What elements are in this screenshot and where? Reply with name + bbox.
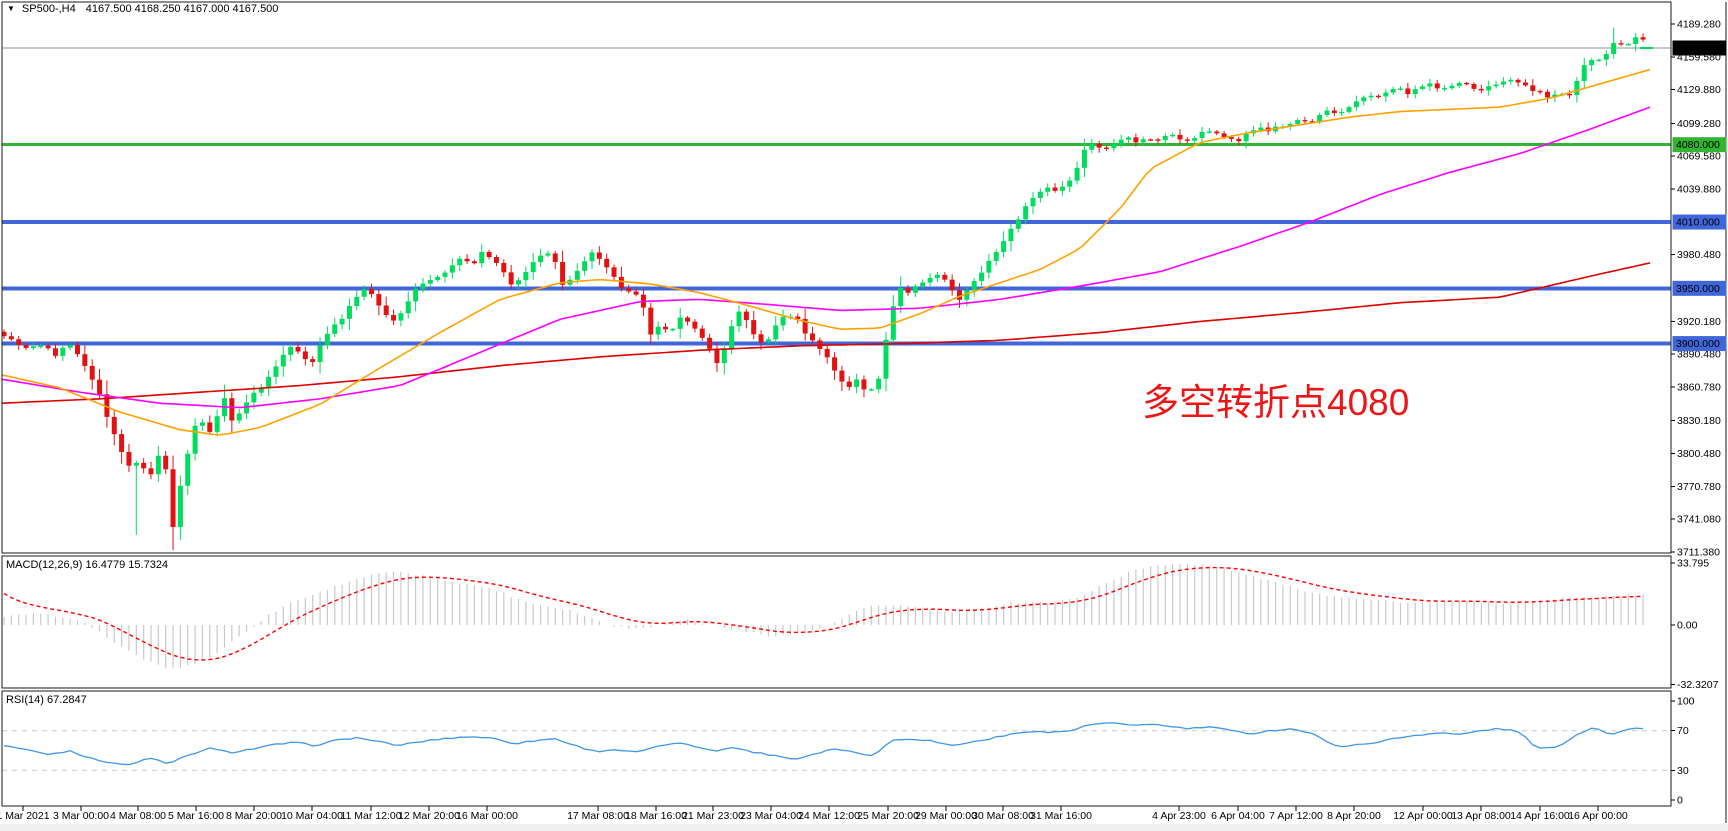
time-tick-label: 24 Mar 12:00 [798,810,860,822]
rsi-pane[interactable] [2,722,1671,771]
time-tick-label: 6 Apr 04:00 [1211,810,1265,822]
time-tick-label: 4 Apr 23:00 [1152,810,1206,822]
ma-slow-line [1,262,1651,404]
time-tick-label: 7 Apr 12:00 [1269,810,1323,822]
price-tick-label: 3770.780 [1677,481,1721,493]
price-tick-label: 3711.380 [1677,547,1720,559]
time-tick-label: 11 Mar 12:00 [340,810,401,822]
symbol-dropdown-icon[interactable]: ▼ [7,4,15,13]
rsi-tick-label: 100 [1677,696,1695,708]
price-line-label: 4080.000 [1676,139,1720,151]
rsi-line [3,722,1644,766]
macd-pane[interactable] [3,563,1644,669]
ohlc-values: 4167.500 4168.250 4167.000 4167.500 [85,3,279,15]
price-tick-label: 4069.580 [1677,151,1721,163]
time-tick-label: 17 Mar 08:00 [567,810,629,822]
macd-tick-label: 33.795 [1677,557,1709,569]
price-scale[interactable]: 4189.2804159.5804129.8804099.2804069.580… [1671,18,1727,807]
time-tick-label: 29 Mar 00:00 [915,810,977,822]
price-line-label: 3950.000 [1676,283,1720,295]
price-tick-label: 4189.280 [1677,18,1721,30]
time-tick-label: 4 Mar 08:00 [110,810,166,822]
price-tick-label: 4039.880 [1677,184,1721,196]
rsi-tick-label: 30 [1677,765,1689,777]
macd-tick-label: -32.3207 [1677,679,1719,691]
price-tick-label: 3830.180 [1677,415,1721,427]
price-tick-label: 4099.280 [1677,118,1721,130]
price-tick-label: 3800.480 [1677,448,1721,460]
price-tick-label: 4129.880 [1677,84,1721,96]
rsi-tick-label: 0 [1677,795,1683,807]
time-tick-label: 30 Mar 08:00 [972,810,1034,822]
time-tick-label: 31 Mar 16:00 [1030,810,1092,822]
symbol-period-label: SP500-,H4 [21,3,76,15]
price-tick-label: 3920.180 [1677,316,1721,328]
price-line-label: 3900.000 [1676,338,1720,350]
time-tick-label: 12 Apr 00:00 [1393,810,1453,822]
time-tick-label: 16 Mar 00:00 [456,810,518,822]
main-pane[interactable] [1,27,1672,551]
time-tick-label: 5 Mar 16:00 [168,810,224,822]
ma-fast-line [1,68,1651,436]
macd-indicator-label: MACD(12,26,9) 16.4779 15.7324 [6,559,169,571]
chart-title-bar: ▼ SP500-,H4 4167.500 4168.250 4167.000 416… [7,3,278,15]
time-tick-label: 18 Mar 16:00 [625,810,687,822]
price-tick-label: 3741.080 [1677,514,1721,526]
time-tick-label: 16 Apr 00:00 [1568,810,1628,822]
price-line-label: 4010.000 [1676,217,1720,229]
time-tick-label: 23 Mar 04:00 [740,810,802,822]
time-tick-label: 10 Mar 04:00 [281,810,343,822]
rsi-tick-label: 70 [1677,725,1689,737]
time-scale[interactable]: 1 Mar 2021 3 Mar 00:00 4 Mar 08:00 5 Mar 16… [0,806,1628,822]
price-line-label: 4167.500 [1676,43,1720,55]
price-tick-label: 3860.780 [1677,381,1721,393]
time-tick-label: 21 Mar 23:00 [682,810,744,822]
time-tick-label: 3 Mar 00:00 [53,810,109,822]
macd-signal-line [3,566,1644,661]
time-tick-label: 1 Mar 2021 [0,810,50,822]
annotation-text: 多空转折点4080 [1142,382,1410,423]
time-tick-label: 13 Apr 08:00 [1451,810,1511,822]
time-tick-label: 12 Mar 20:00 [398,810,460,822]
bottom-strip [0,824,1728,831]
ma-mid-line [1,106,1651,409]
time-tick-label: 8 Mar 20:00 [226,810,282,822]
time-tick-label: 25 Mar 20:00 [857,810,919,822]
time-tick-label: 14 Apr 16:00 [1510,810,1570,822]
price-tick-label: 3980.480 [1677,249,1721,261]
price-tick-label: 3890.480 [1677,349,1721,361]
time-tick-label: 8 Apr 20:00 [1327,810,1381,822]
macd-tick-label: 0.00 [1677,620,1698,632]
rsi-indicator-label: RSI(14) 67.2847 [6,694,87,706]
